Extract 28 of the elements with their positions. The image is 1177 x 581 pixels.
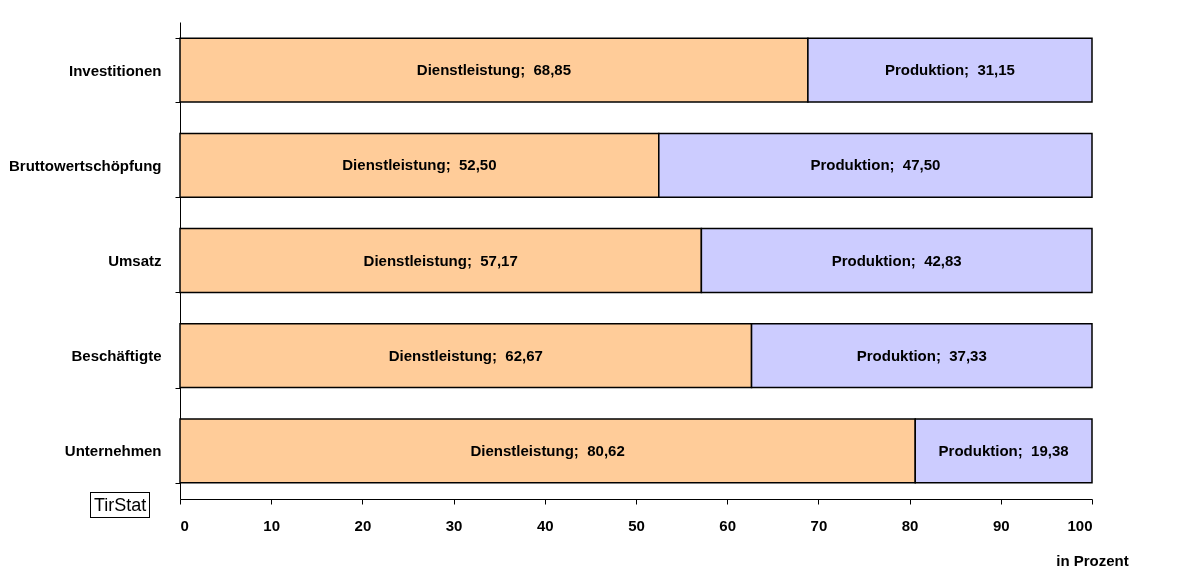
x-tick-label: 10 (263, 516, 281, 534)
text: Dienstleistung; 57,17 (363, 251, 518, 269)
x-tick-label: 70 (810, 516, 828, 534)
text: Dienstleistung; 80,62 (470, 441, 625, 459)
x-tick-label: 40 (536, 516, 554, 534)
y-tick-label: Beschäftigte (71, 347, 162, 365)
x-tick-label: 80 (901, 516, 919, 534)
text: Produktion; 37,33 (856, 346, 987, 364)
text: TirStat (90, 492, 151, 518)
text: Dienstleistung; 52,50 (342, 156, 497, 174)
y-tick-label: Bruttowertschöpfung (9, 156, 162, 174)
text: Dienstleistung; 68,85 (416, 61, 572, 79)
y-tick-label: Investitionen (68, 61, 162, 79)
text: Produktion; 31,15 (884, 61, 1015, 79)
text: Produktion; 42,83 (831, 251, 962, 269)
x-tick-label: 20 (354, 516, 372, 534)
x-tick-label: 90 (992, 516, 1010, 534)
x-tick-label: 0 (180, 516, 189, 534)
text: Produktion; 19,38 (938, 441, 1069, 459)
text: Produktion; 47,50 (810, 156, 941, 174)
x-tick-label: 30 (445, 516, 463, 534)
y-tick-label: Umsatz (108, 252, 162, 269)
text: Dienstleistung; 62,67 (388, 346, 543, 364)
y-tick-label: Unternehmen (64, 442, 162, 460)
x-axis-title: in Prozent (1056, 551, 1129, 569)
x-tick-label: 60 (719, 516, 737, 534)
x-tick-label: 100 (1067, 516, 1093, 534)
x-tick-label: 50 (628, 516, 645, 534)
